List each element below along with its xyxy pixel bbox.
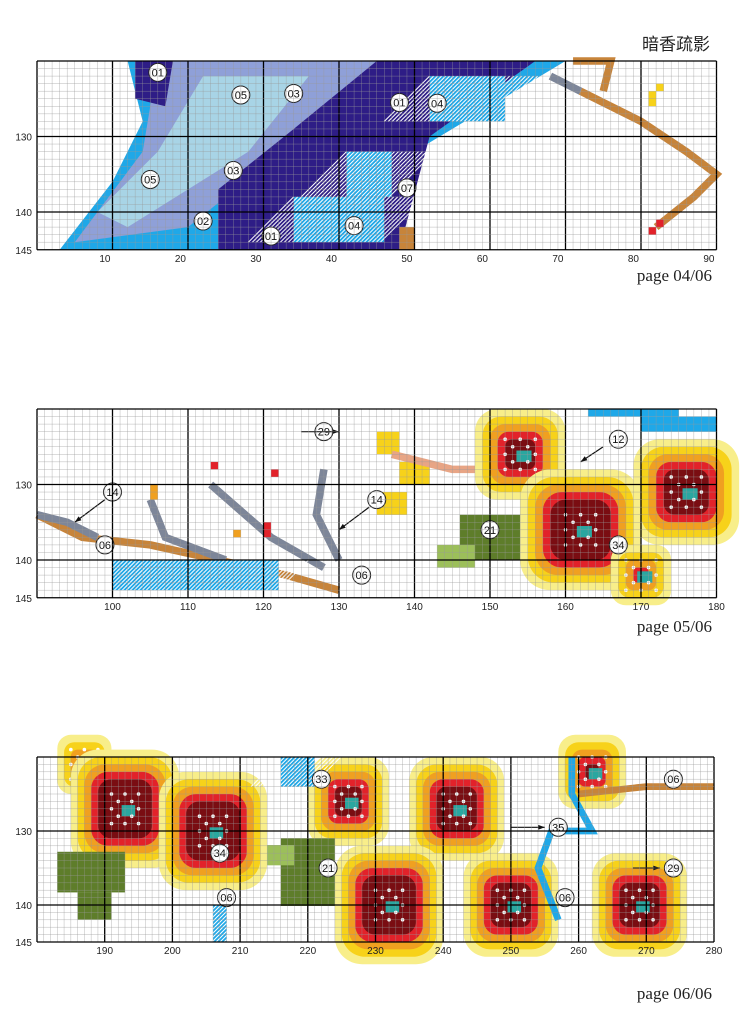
x-tick-label: 270 [638,946,655,957]
x-tick-label: 140 [406,602,423,613]
y-tick-label: 145 [15,594,32,605]
x-tick-label: 110 [180,602,196,613]
x-tick-label: 190 [96,946,113,957]
y-tick-label: 145 [15,246,32,257]
x-tick-label: 130 [331,602,348,613]
y-tick-label: 140 [15,901,32,912]
x-tick-label: 30 [250,254,262,265]
x-tick-label: 150 [482,602,499,613]
y-tick-label: 130 [15,827,32,838]
page-label: page 06/06 [636,984,712,1003]
x-tick-label: 40 [326,254,338,265]
x-tick-label: 250 [503,946,520,957]
grid-lines [36,756,715,943]
x-tick-label: 90 [703,254,715,265]
x-tick-label: 220 [299,946,316,957]
pattern-stitches [57,734,714,965]
x-tick-label: 280 [706,946,723,957]
x-tick-label: 80 [628,254,640,265]
x-tick-label: 10 [99,254,111,265]
x-tick-label: 240 [435,946,452,957]
x-tick-label: 260 [570,946,587,957]
y-tick-label: 140 [15,208,32,219]
y-tick-label: 140 [15,556,32,567]
y-tick-label: 130 [15,481,32,492]
page-label: page 05/06 [636,617,712,636]
grid-lines [36,60,718,251]
x-tick-label: 20 [175,254,187,265]
x-tick-label: 210 [232,946,249,957]
y-tick-label: 130 [15,133,32,144]
x-tick-label: 60 [477,254,489,265]
chart-panel-page-04: 01 05 03 01 04 05 03 07 02 01 04 10 20 30 40 50 60 70 80 90… [0,0,750,300]
x-tick-label: 120 [255,602,272,613]
pattern-title: 暗香疏影 [642,35,710,55]
x-tick-label: 50 [401,254,413,265]
page-label: page 04/06 [636,266,712,285]
grid-lines [36,408,718,599]
x-tick-label: 160 [557,602,574,613]
y-tick-label: 145 [15,938,32,949]
x-tick-label: 70 [552,254,564,265]
x-tick-label: 180 [708,602,725,613]
x-tick-label: 170 [633,602,650,613]
x-tick-label: 200 [164,946,181,957]
x-tick-label: 100 [104,602,121,613]
x-tick-label: 230 [367,946,384,957]
chart-panel-page-05: 29 12 14 14 21 34 06 06 100 110 120 130 140 150 160 170… [15,408,740,636]
